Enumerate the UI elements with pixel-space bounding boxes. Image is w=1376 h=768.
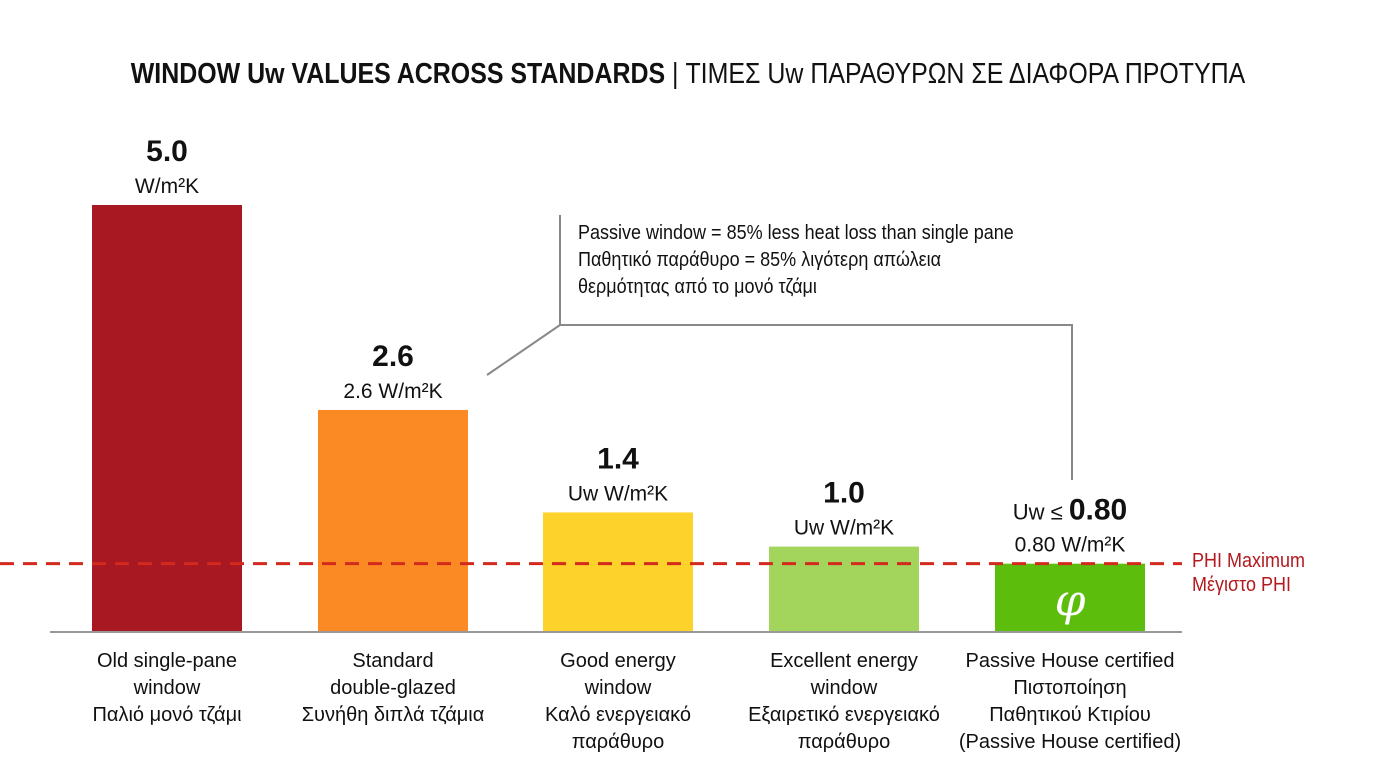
category-label-4-2: Παθητικού Κτιρίου [989,704,1151,726]
category-label-2-2: Καλό ενεργειακό [545,704,691,726]
bar-0 [92,205,242,632]
callout-line-3: θερμότητας από το μονό τζάμι [578,276,817,298]
unit-label-4: 0.80 W/m²K [1015,534,1126,557]
category-label-4-3: (Passive House certified) [959,731,1181,753]
category-label-2-3: παράθυρο [572,731,665,753]
category-label-3-2: Εξαιρετικό ενεργειακό [748,704,940,726]
bar-1 [318,409,468,632]
callout-line-1: Passive window = 85% less heat loss than… [578,222,1014,244]
bar-4 [995,563,1145,632]
category-label-4-0: Passive House certified [966,650,1175,672]
category-label-0-2: Παλιό μονό τζάμι [92,704,241,726]
unit-label-3: Uw W/m²K [794,517,894,540]
category-label-0-1: window [133,677,201,699]
category-label-2-1: window [584,677,652,699]
callout-line-2: Παθητικό παράθυρο = 85% λιγότερη απώλεια [578,249,942,271]
category-label-2-0: Good energy [560,650,676,672]
category-label-3-1: window [810,677,878,699]
bar-2 [543,512,693,632]
title-english: WINDOW Uw VALUES ACROSS STANDARDS [130,58,666,90]
callout-connector [486,324,1073,480]
category-label-3-3: παράθυρο [798,731,891,753]
passive-house-logo-icon: φ [1055,576,1086,627]
phi-maximum-label: PHI Maximum Μέγιστο PHI [1192,549,1305,597]
bar-3 [769,546,919,632]
category-label-3-0: Excellent energy [770,650,918,672]
category-label-1-1: double-glazed [330,677,456,699]
category-label-4-1: Πιστοποίηση [1013,677,1126,699]
value-label-4: Uw ≤ 0.80 [1013,494,1127,527]
unit-label-2: Uw W/m²K [568,482,668,505]
category-label-1-2: Συνήθη διπλά τζάμια [302,704,485,726]
callout-annotation: Passive window = 85% less heat loss than… [578,220,1014,301]
unit-label-1: 2.6 W/m²K [343,380,442,403]
category-label-0-0: Old single-pane [97,650,237,672]
value-label-0: 5.0 [146,135,188,168]
value-label-1: 2.6 [372,340,414,373]
title-greek: | ΤΙΜΕΣ Uw ΠΑΡΑΘΥΡΩΝ ΣΕ ΔΙΑΦΟΡΑ ΠΡΟΤΥΠΑ [665,58,1246,90]
value-label-2: 1.4 [597,442,639,475]
value-label-3: 1.0 [823,477,865,510]
phi-label-en: PHI Maximum [1192,550,1306,572]
unit-label-0: W/m²K [135,175,199,198]
chart-title: WINDOW Uw VALUES ACROSS STANDARDS | ΤΙΜΕ… [96,58,1279,91]
phi-label-gr: Μέγιστο PHI [1192,574,1291,596]
category-label-1-0: Standard [352,650,433,672]
